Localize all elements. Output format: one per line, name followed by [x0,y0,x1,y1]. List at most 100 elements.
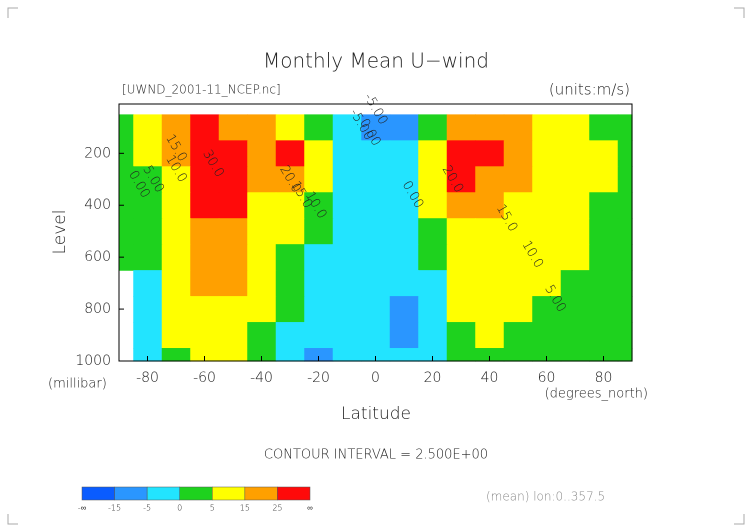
field-cell [119,244,134,271]
field-cell [304,218,334,245]
x-tick-label: -80 [136,370,159,386]
field-cell [503,140,533,167]
field-cell [446,348,476,362]
field-cell [475,244,505,271]
field-cell [589,192,619,219]
field-cell [503,166,533,193]
x-tick-label: -40 [250,370,273,386]
field-cell [332,114,362,141]
field-cell [361,322,391,349]
units-label: (units:m/s) [549,81,630,99]
field-cell [532,192,562,219]
field-cell [418,322,448,349]
field-cell [617,296,633,323]
field-cell [247,192,277,219]
colorbar-tick-label: -15 [108,504,121,513]
field-cell [589,322,619,349]
field-cell [218,348,248,362]
footnote: (mean) lon:0..357.5 [486,490,605,504]
field-cell [418,140,448,167]
field-cell [475,192,505,219]
field-cell [446,140,476,167]
field-cell [133,114,163,141]
colorbar-swatch [179,486,213,501]
field-cell [332,270,362,297]
x-tick-label: 40 [481,370,499,386]
field-cell [589,244,619,271]
field-cell [247,218,277,245]
field-cell [218,322,248,349]
field-cell [617,270,633,297]
field-cell [389,322,419,349]
field-cell [161,218,191,245]
field-cell [190,322,220,349]
field-cell [361,140,391,167]
field-cell [361,244,391,271]
field-cell [332,296,362,323]
x-tick-label: -20 [307,370,330,386]
field-cell [418,348,448,362]
field-cell [560,192,590,219]
field-cell [133,140,163,167]
field-cell [418,218,448,245]
y-axis-title: Level [50,210,70,255]
field-cell [190,270,220,297]
field-cell [275,218,305,245]
field-cell [617,140,633,167]
corner-marks [7,7,745,525]
field-cell [161,244,191,271]
field-cell [275,192,305,219]
field-cell [190,192,220,219]
y-tick-label: 1000 [75,353,111,369]
field-cell [589,218,619,245]
field-cell [475,296,505,323]
colorbar-swatch [114,486,148,501]
field-cell [304,296,334,323]
field-cell [475,322,505,349]
field-cell [119,192,134,219]
field-cell [503,244,533,271]
field-cell [247,140,277,167]
field-cell [304,244,334,271]
field-cell [361,270,391,297]
field-cell [332,322,362,349]
field-cell [418,296,448,323]
field-cell [247,270,277,297]
field-cell [247,296,277,323]
field-cell [560,114,590,141]
field-cell [247,322,277,349]
field-cell [418,270,448,297]
field-cell [190,244,220,271]
contour-interval: CONTOUR INTERVAL = 2.500E+00 [264,448,488,463]
field-cell [361,348,391,362]
field-cell [332,244,362,271]
field-cell [161,270,191,297]
subtitle: [UWND_2001-11_NCEP.nc] [122,83,281,97]
field-cell [119,114,134,141]
field-cell [475,348,505,362]
field-cell [503,348,533,362]
field-cell [503,192,533,219]
field-cell [304,140,334,167]
colorbar-swatch [146,486,180,501]
field-cell [475,166,505,193]
field-cell [304,348,334,362]
field-cell [475,114,505,141]
field-cell [161,348,191,362]
field-cell [218,270,248,297]
field-cell [617,114,633,141]
field-cell [133,296,163,323]
field-cell [119,166,134,193]
field-cell [119,218,134,245]
field-cell [389,296,419,323]
x-tick-label: 20 [424,370,442,386]
field-cell [589,114,619,141]
field-cell [418,244,448,271]
field-cell [589,166,619,193]
field-cell [361,192,391,219]
field-cell [560,296,590,323]
field-cell [418,192,448,219]
x-tick-label: -60 [193,370,216,386]
field-cell [389,140,419,167]
field-cell [133,166,163,193]
